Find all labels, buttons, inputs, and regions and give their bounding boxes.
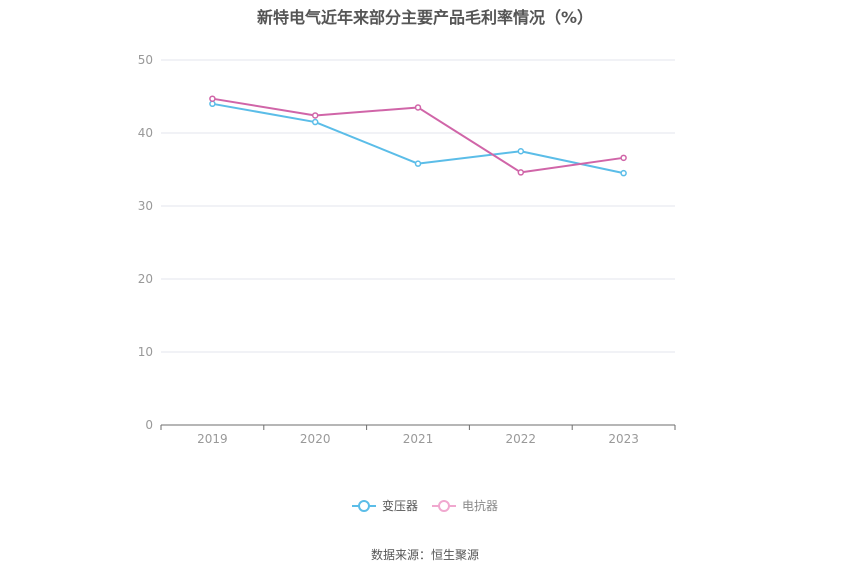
legend-item-transformer[interactable]: 变压器 xyxy=(351,497,418,514)
legend-marker-reactor-icon xyxy=(432,499,456,512)
y-tick-label-50: 50 xyxy=(138,53,153,67)
data-source-note: 数据来源：恒生聚源 xyxy=(370,548,479,562)
data-point-s1-2022 xyxy=(517,169,525,176)
chart-title: 新特电气近年来部分主要产品毛利率情况（%） xyxy=(256,8,594,27)
y-tick-label-40: 40 xyxy=(138,126,153,140)
data-point-s0-2020 xyxy=(311,118,319,126)
x-tick-label-2023: 2023 xyxy=(608,432,639,446)
x-tick-label-2019: 2019 xyxy=(197,432,228,446)
legend-label-reactor: 电抗器 xyxy=(462,499,499,513)
legend-item-reactor[interactable]: 电抗器 xyxy=(432,497,498,514)
line-chart: 0 10 20 30 40 50 2019 2020 2021 2022 2023 xyxy=(138,53,676,446)
data-point-s1-2019 xyxy=(209,95,216,102)
y-tick-label-0: 0 xyxy=(145,418,153,432)
data-point-s1-2023 xyxy=(620,154,627,162)
x-tick-label-2021: 2021 xyxy=(403,432,434,446)
legend-label-transformer: 变压器 xyxy=(381,499,418,513)
data-point-s0-2023 xyxy=(620,169,627,177)
data-point-s0-2021 xyxy=(414,160,422,167)
legend-marker-transformer-icon xyxy=(351,499,376,512)
data-point-s1-2021 xyxy=(414,104,422,111)
data-point-s1-2020 xyxy=(311,112,319,119)
data-point-s0-2022 xyxy=(517,148,525,155)
y-tick-label-30: 30 xyxy=(138,199,153,213)
y-tick-label-10: 10 xyxy=(138,345,153,359)
x-tick-label-2020: 2020 xyxy=(300,432,331,446)
y-tick-label-20: 20 xyxy=(138,272,153,286)
data-point-s0-2019 xyxy=(209,100,216,108)
chart-legend: 变压器 电抗器 xyxy=(0,497,850,514)
x-tick-label-2022: 2022 xyxy=(506,432,537,446)
